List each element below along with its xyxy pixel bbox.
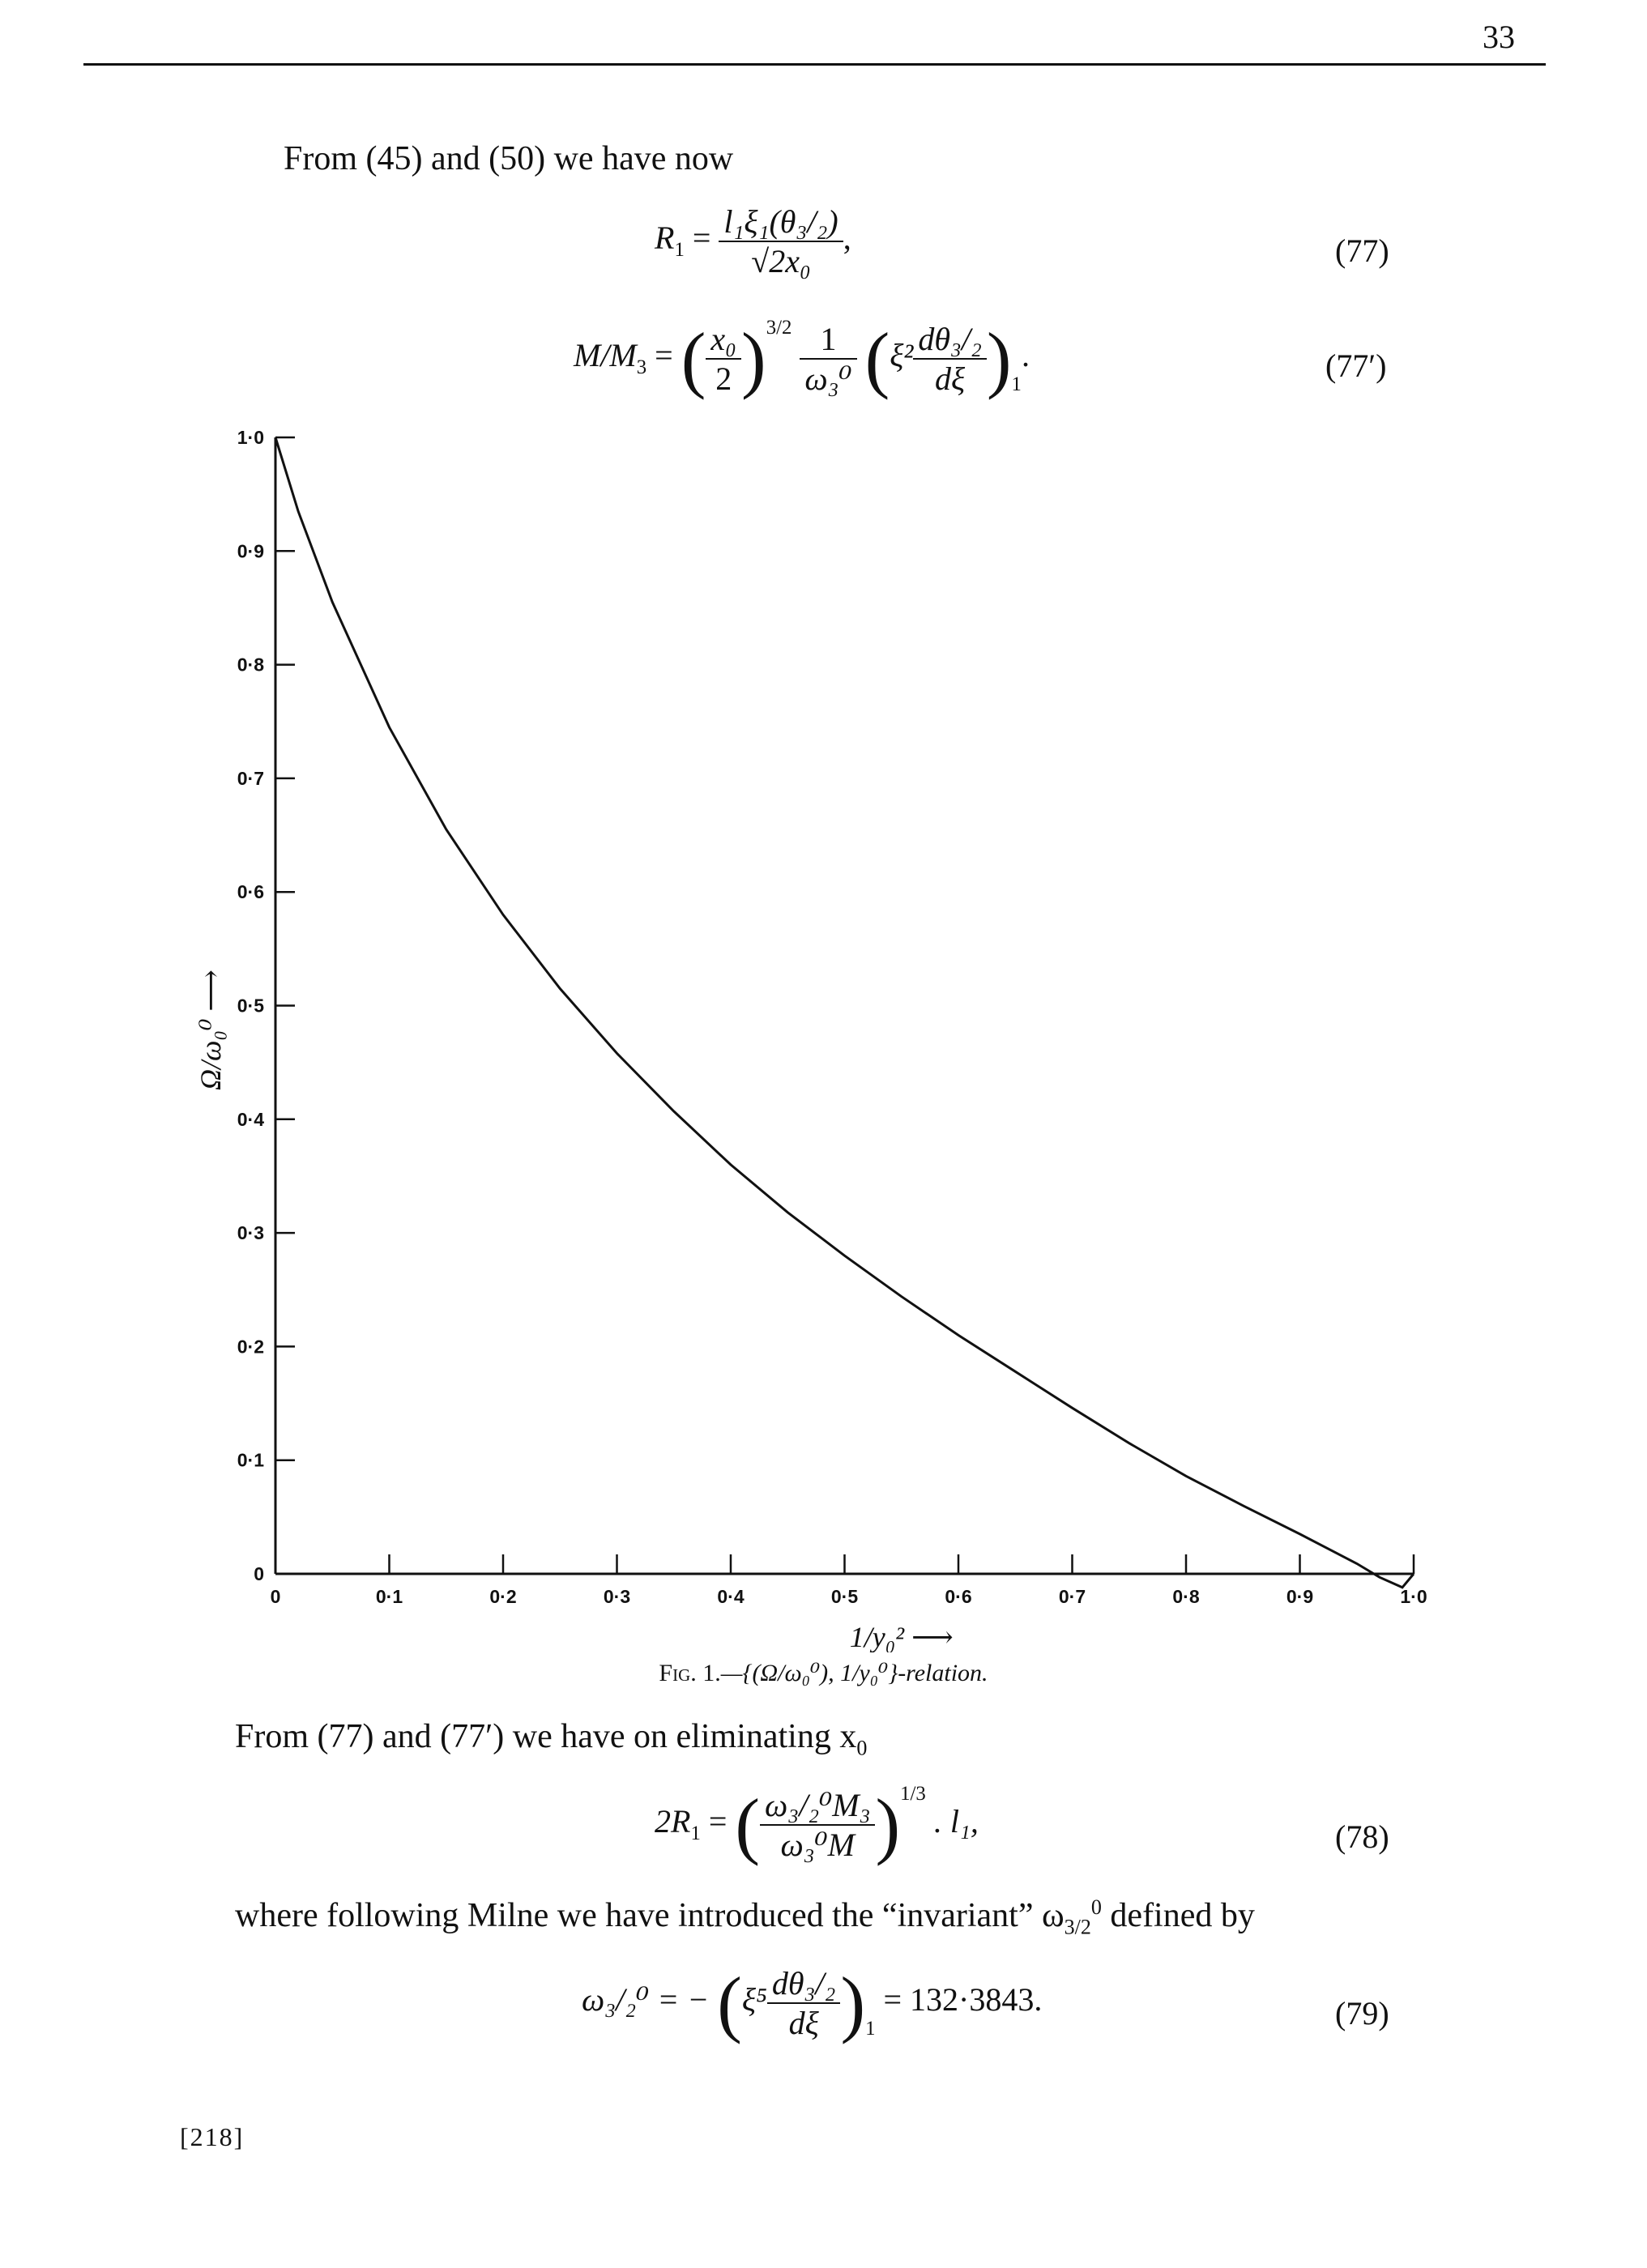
x-tick-label: 0·1	[376, 1586, 403, 1607]
equation-77-number: (77)	[1335, 232, 1389, 269]
eq78-num: ω₃/₂⁰M₃	[760, 1786, 876, 1826]
figure-chart: 00·10·20·30·40·50·60·70·80·91·0 0 0·1 0·2 0…	[194, 427, 1427, 1652]
chart-axes	[274, 437, 1414, 1575]
x-tick-label: 0	[271, 1586, 281, 1607]
eq77p-lhs-sub: 3	[636, 356, 647, 379]
eq77p-lhs: M/M	[574, 337, 637, 374]
y-tick-label: 0·3	[237, 1222, 264, 1243]
x-tick-label: 0·3	[604, 1586, 630, 1607]
equation-79-number: (79)	[1335, 1995, 1389, 2031]
y-tick-label: 0·4	[237, 1109, 264, 1130]
page-footer: [218]	[180, 2122, 245, 2151]
equation-77-prime: M/M3 = ( x₀ 2 )3/2 1 ω₃⁰ (ξ² dθ₃/₂ dξ )1…	[574, 317, 1030, 400]
page-number: 33	[1483, 19, 1515, 55]
eq78-power: 1/3	[900, 1783, 926, 1805]
eq78-tail: . l₁,	[933, 1803, 979, 1840]
eq78-lhs-sub: 1	[690, 1823, 701, 1845]
eq79-rhs: = 132·3843.	[883, 1981, 1043, 2019]
eliminate-sub: 0	[856, 1736, 868, 1760]
milne-sup: 0	[1090, 1895, 1102, 1919]
equation-77: R1 = l₁ξ₁(θ₃/₂) √2x₀ ,	[655, 202, 851, 280]
equation-77-prime-number: (77′)	[1325, 347, 1387, 384]
eq79-fraction: dθ₃/₂ dξ	[766, 1964, 841, 2042]
eq78-den: ω₃⁰M	[780, 1827, 856, 1863]
y-tick-label: 0·5	[237, 995, 264, 1017]
x-tick-label: 0·8	[1172, 1586, 1199, 1607]
y-tick-label: 0·6	[237, 881, 264, 902]
y-tick-label: 1·0	[237, 427, 264, 448]
eliminate-paragraph: From (77) and (77′) we have on eliminati…	[235, 1717, 867, 1760]
y-tick-label: 0·8	[237, 654, 264, 676]
eliminate-text: From (77) and (77′) we have on eliminati…	[235, 1718, 857, 1755]
eq77-lhs-sub: 1	[674, 239, 685, 262]
eq79-den: dξ	[788, 2005, 819, 2041]
eq77p-frac2-num: 1	[800, 320, 857, 360]
eq77p-frac1-num: x₀	[706, 320, 742, 360]
milne-text: where following Milne we have introduced…	[235, 1897, 1065, 1934]
milne-sub: 3/2	[1064, 1915, 1091, 1939]
y-tick-label: 0·1	[237, 1450, 264, 1471]
eq77-numerator: l₁ξ₁(θ₃/₂)	[719, 202, 843, 242]
eq77-tail: ,	[843, 220, 851, 257]
milne-paragraph: where following Milne we have introduced…	[235, 1895, 1255, 1939]
equation-79: ω₃/₂⁰ = − (ξ⁵ dθ₃/₂ dξ )1 = 132·3843.	[582, 1962, 1043, 2044]
y-axis-ticks: 0 0·1 0·2 0·3 0·4 0·5 0·6 0·7 0·8 0·9 1·0	[237, 427, 295, 1584]
y-tick-label: 0	[254, 1563, 264, 1584]
figure-caption: Fig. 1.—{(Ω/ω₀⁰), 1/y₀⁰}-relation.	[0, 1659, 1647, 1687]
eq77p-frac1-den: 2	[715, 360, 732, 397]
x-tick-label: 0·7	[1059, 1586, 1086, 1607]
intro-paragraph: From (45) and (50) we have now	[284, 140, 734, 177]
x-tick-label: 1·0	[1400, 1586, 1427, 1607]
x-tick-label: 0·6	[945, 1586, 971, 1607]
caption-prefix: Fig. 1.	[659, 1660, 721, 1686]
x-tick-label: 0·2	[489, 1586, 516, 1607]
caption-body: —{(Ω/ω₀⁰), 1/y₀⁰}-relation.	[720, 1660, 988, 1686]
chart-series-line	[274, 437, 1415, 1589]
eq78-fraction: ω₃/₂⁰M₃ ω₃⁰M	[760, 1786, 876, 1864]
eq77p-tail: .	[1021, 337, 1030, 374]
x-axis-title: 1/y₀² ⟶	[850, 1621, 954, 1652]
eq79-inner: ξ⁵	[741, 1981, 767, 2019]
eq77-fraction: l₁ξ₁(θ₃/₂) √2x₀	[719, 202, 843, 280]
y-tick-label: 0·7	[237, 768, 264, 789]
eq77-denominator: √2x₀	[751, 243, 811, 279]
eq77p-fraction-3: dθ₃/₂ dξ	[913, 320, 987, 398]
eq77p-frac2-den: ω₃⁰	[804, 360, 852, 397]
equation-78: 2R1 = ( ω₃/₂⁰M₃ ω₃⁰M )1/3 . l₁,	[655, 1783, 979, 1866]
eq77p-fraction-1: x₀ 2	[706, 320, 742, 398]
x-tick-label: 0·9	[1286, 1586, 1313, 1607]
eq78-lhs: 2R	[655, 1803, 691, 1840]
eq77-lhs: R	[655, 220, 675, 257]
equation-78-number: (78)	[1335, 1818, 1389, 1855]
y-tick-label: 0·2	[237, 1336, 264, 1357]
eq77p-inner: ξ²	[890, 337, 914, 374]
x-tick-label: 0·4	[717, 1586, 744, 1607]
eq77p-subscript: 1	[1011, 373, 1022, 396]
eq79-lhs: ω₃/₂⁰ = −	[582, 1981, 710, 2019]
eq79-num: dθ₃/₂	[766, 1964, 841, 2004]
eq79-subscript: 1	[865, 2018, 876, 2040]
eq77p-frac3-den: dξ	[935, 360, 966, 397]
x-axis-ticks: 0 0·1 0·2 0·3 0·4 0·5 0·6 0·7 0·8 0·9 1·0	[271, 1554, 1427, 1607]
eq77p-frac3-num: dθ₃/₂	[913, 320, 987, 360]
x-tick-label: 0·5	[831, 1586, 858, 1607]
header-rule	[83, 63, 1546, 66]
milne-end: defined by	[1101, 1897, 1255, 1934]
eq77p-power: 3/2	[766, 317, 792, 339]
eq77p-fraction-2: 1 ω₃⁰	[800, 320, 857, 398]
y-tick-label: 0·9	[237, 540, 264, 561]
y-axis-title: Ω/ω₀⁰ ⟶	[194, 970, 227, 1090]
